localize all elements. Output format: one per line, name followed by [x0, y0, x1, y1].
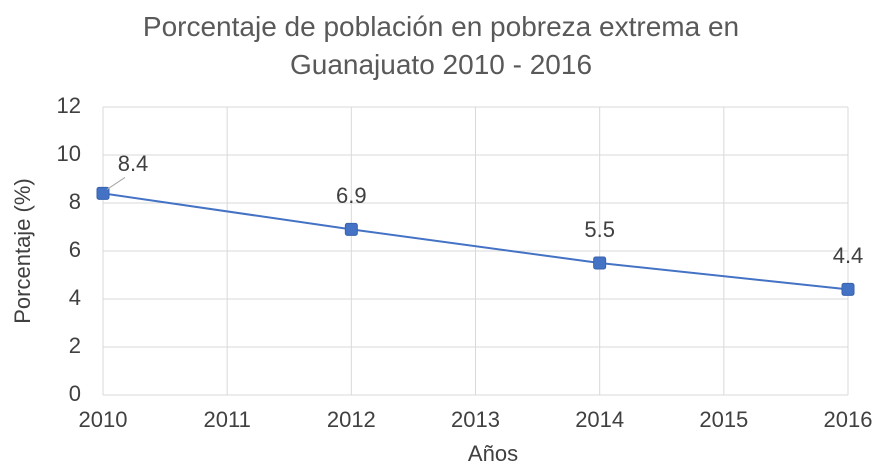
data-label: 8.4	[118, 151, 149, 176]
x-tick-label: 2012	[327, 407, 376, 432]
x-axis-label: Años	[468, 441, 518, 466]
x-tick-label: 2011	[204, 407, 251, 432]
marker	[96, 186, 110, 200]
y-axis-label: Porcentaje (%)	[10, 178, 35, 324]
chart-title: Porcentaje de población en pobreza extre…	[142, 11, 740, 80]
series-line	[102, 192, 849, 291]
leader-line	[106, 176, 126, 190]
x-tick-label: 2013	[451, 407, 500, 432]
y-tick-label: 10	[57, 141, 81, 166]
y-tick-label: 8	[69, 189, 81, 214]
x-tick-label: 2014	[575, 407, 624, 432]
y-tick-label: 0	[69, 381, 81, 406]
data-label: 5.5	[584, 217, 615, 242]
y-tick-label: 6	[69, 237, 81, 262]
data-label: 6.9	[336, 183, 367, 208]
data-label: 4.4	[833, 243, 864, 268]
x-tick-label: 2016	[824, 407, 873, 432]
marker	[593, 256, 607, 270]
y-tick-label: 12	[57, 93, 81, 118]
marker	[344, 222, 358, 236]
y-tick-label: 4	[69, 285, 81, 310]
marker	[841, 282, 855, 296]
x-tick-label: 2015	[699, 407, 748, 432]
y-tick-label: 2	[69, 333, 81, 358]
x-tick-label: 2010	[79, 407, 128, 432]
